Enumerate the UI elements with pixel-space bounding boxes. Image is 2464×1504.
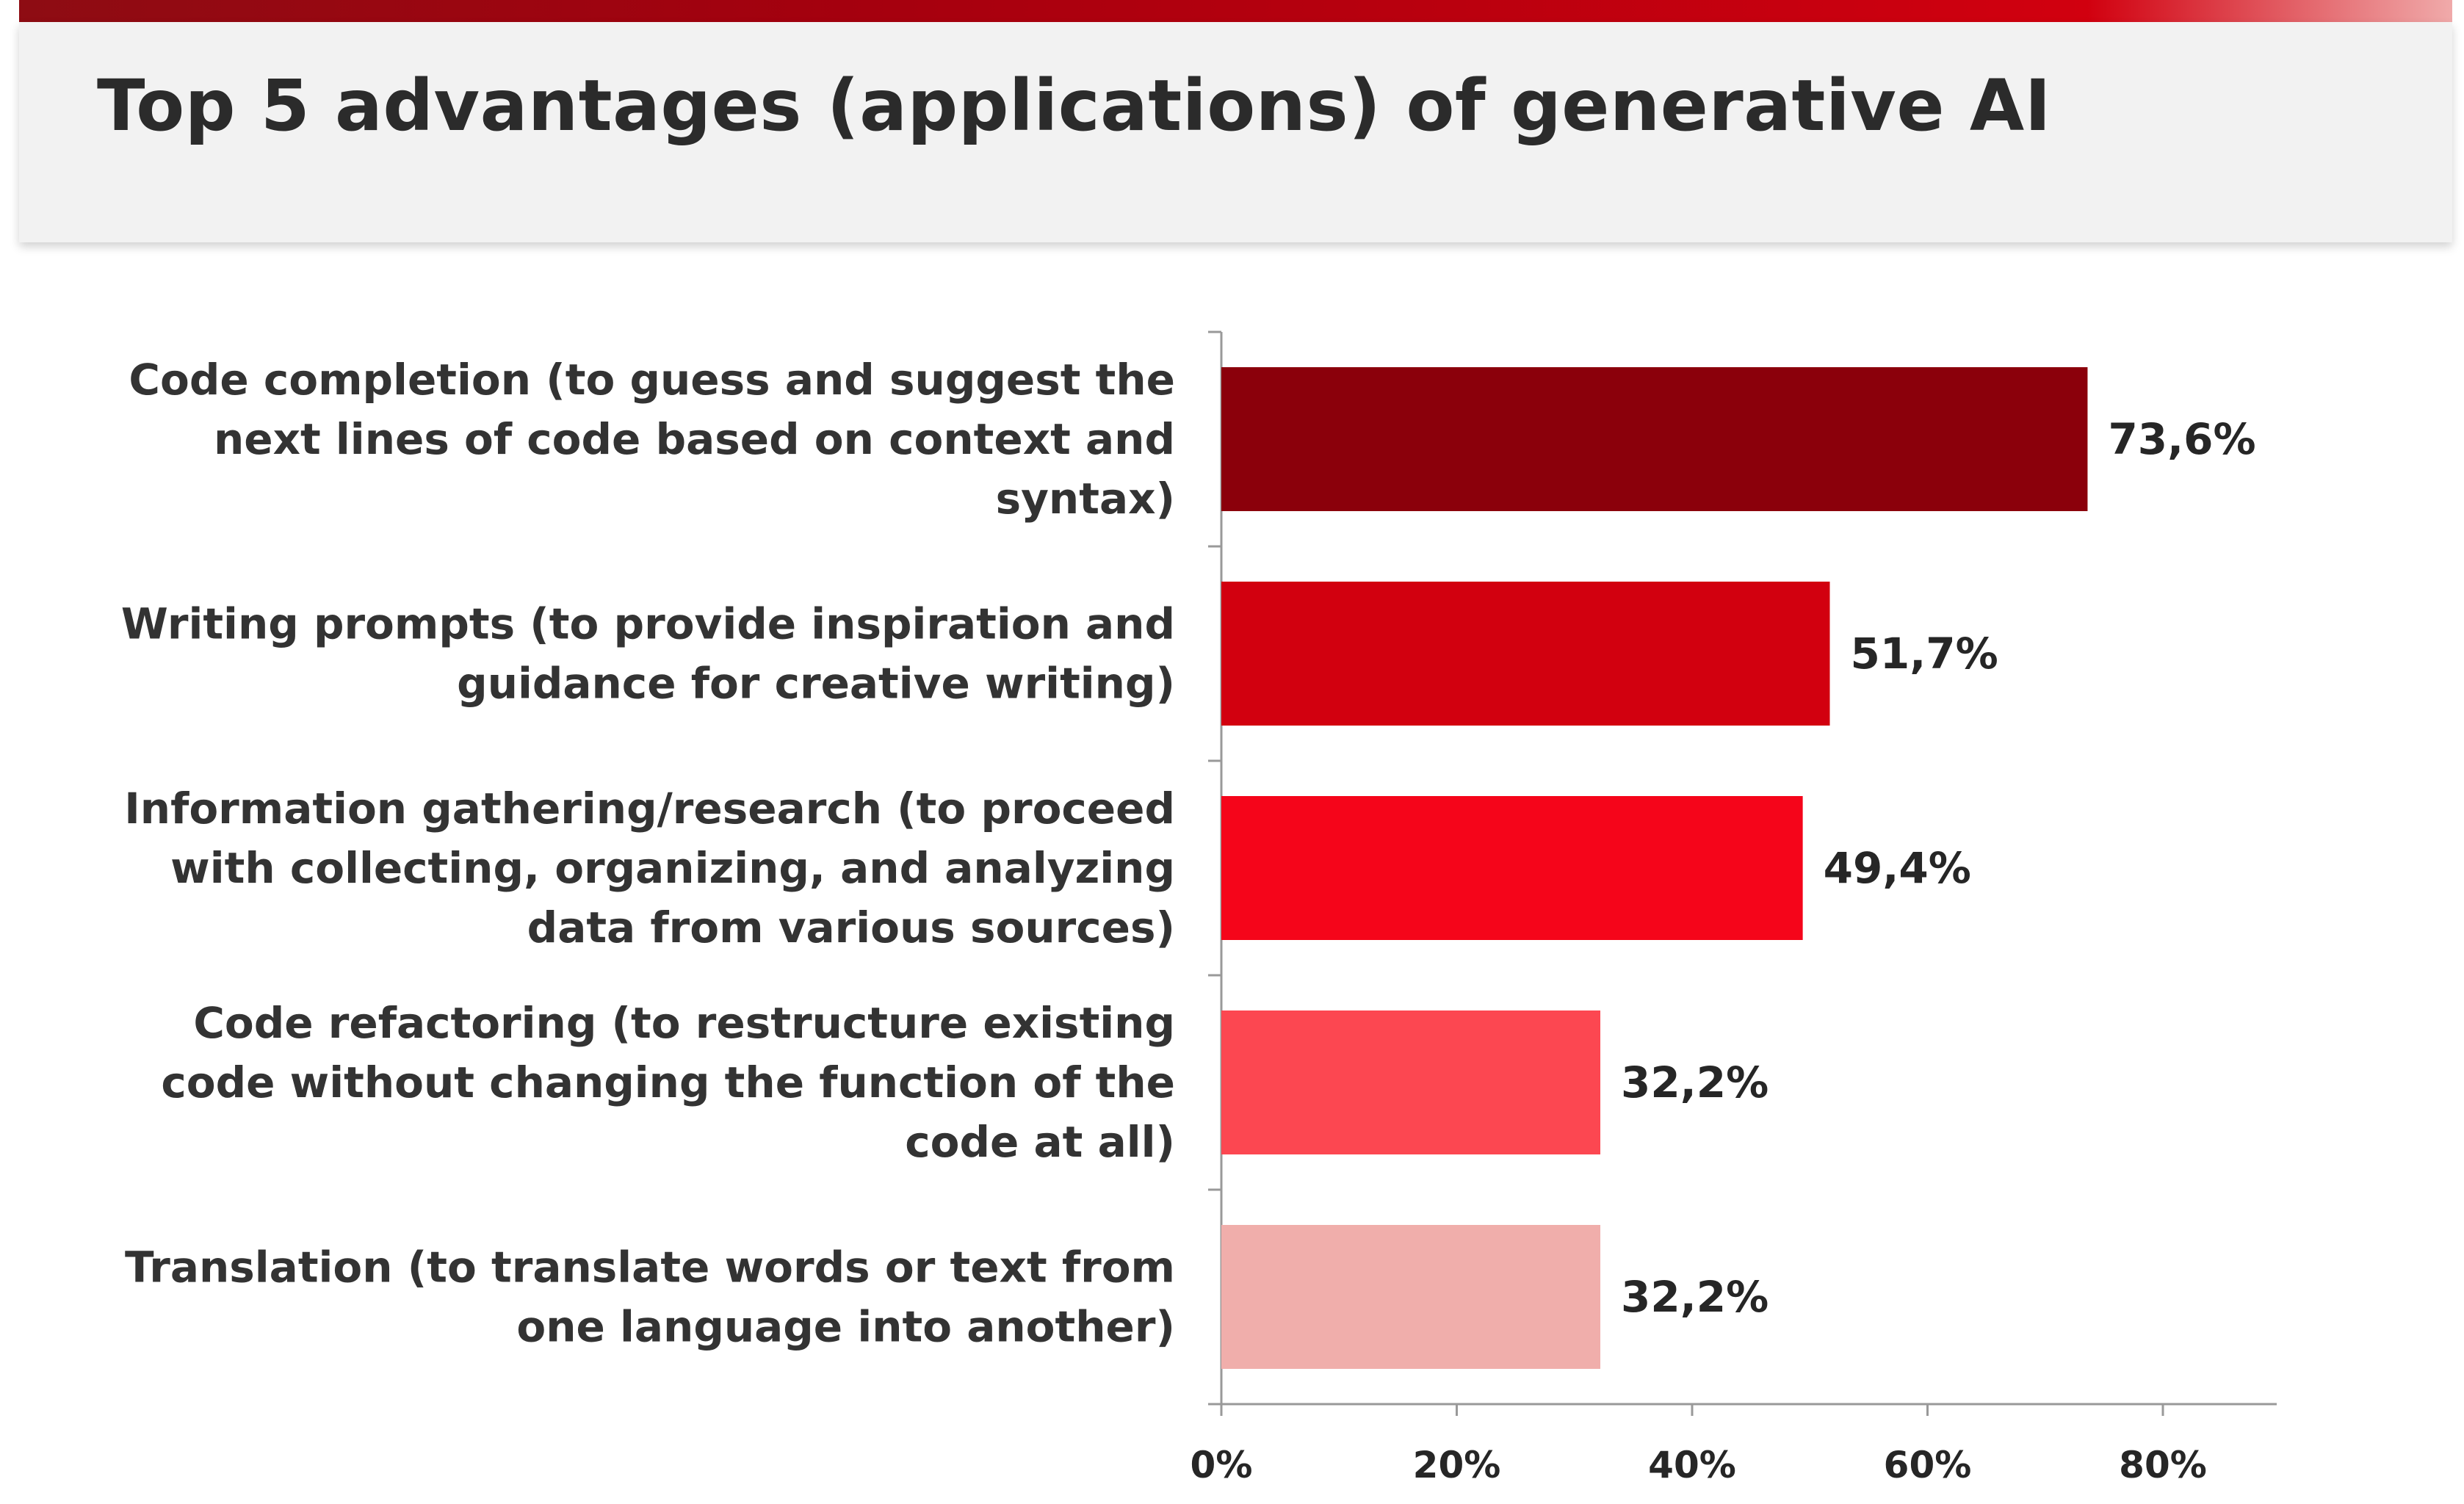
x-tick-label: 0% xyxy=(1191,1444,1253,1486)
category-label: Code completion (to guess and suggest th… xyxy=(129,355,1175,524)
header-accent-bar xyxy=(19,0,2452,22)
bar xyxy=(1221,582,1830,726)
category-label-line: syntax) xyxy=(996,474,1175,524)
category-label: Writing prompts (to provide inspiration … xyxy=(121,599,1175,709)
category-label-line: code at all) xyxy=(905,1117,1175,1167)
category-label-line: Code completion (to guess and suggest th… xyxy=(129,355,1175,405)
category-label-line: data from various sources) xyxy=(527,903,1175,952)
data-label: 32,2% xyxy=(1621,1272,1768,1322)
data-label: 73,6% xyxy=(2108,414,2255,464)
category-label: Code refactoring (to restructure existin… xyxy=(161,998,1175,1167)
x-tick-label: 20% xyxy=(1413,1444,1501,1486)
x-tick-label: 60% xyxy=(1884,1444,1972,1486)
data-label: 32,2% xyxy=(1621,1058,1768,1107)
bar xyxy=(1221,1225,1601,1369)
data-label: 51,7% xyxy=(1850,629,1998,679)
category-label-line: Information gathering/research (to proce… xyxy=(124,784,1175,834)
category-label-line: guidance for creative writing) xyxy=(457,659,1175,709)
bar xyxy=(1221,367,2088,511)
category-label-line: Writing prompts (to provide inspiration … xyxy=(121,599,1175,649)
bar xyxy=(1221,796,1803,940)
category-label-line: with collecting, organizing, and analyzi… xyxy=(170,843,1175,893)
category-label-line: next lines of code based on context and xyxy=(214,414,1175,464)
category-label: Translation (to translate words or text … xyxy=(125,1243,1175,1352)
x-tick-label: 40% xyxy=(1648,1444,1736,1486)
category-label-line: code without changing the function of th… xyxy=(161,1058,1175,1107)
data-label: 49,4% xyxy=(1824,843,1971,893)
page-title: Top 5 advantages (applications) of gener… xyxy=(97,65,2051,147)
category-label: Information gathering/research (to proce… xyxy=(124,784,1175,952)
category-label-line: Code refactoring (to restructure existin… xyxy=(193,998,1175,1048)
category-label-line: Translation (to translate words or text … xyxy=(125,1243,1175,1292)
header-panel xyxy=(19,22,2452,242)
x-tick-label: 80% xyxy=(2119,1444,2207,1486)
bar xyxy=(1221,1010,1601,1154)
category-label-line: one language into another) xyxy=(516,1302,1175,1352)
